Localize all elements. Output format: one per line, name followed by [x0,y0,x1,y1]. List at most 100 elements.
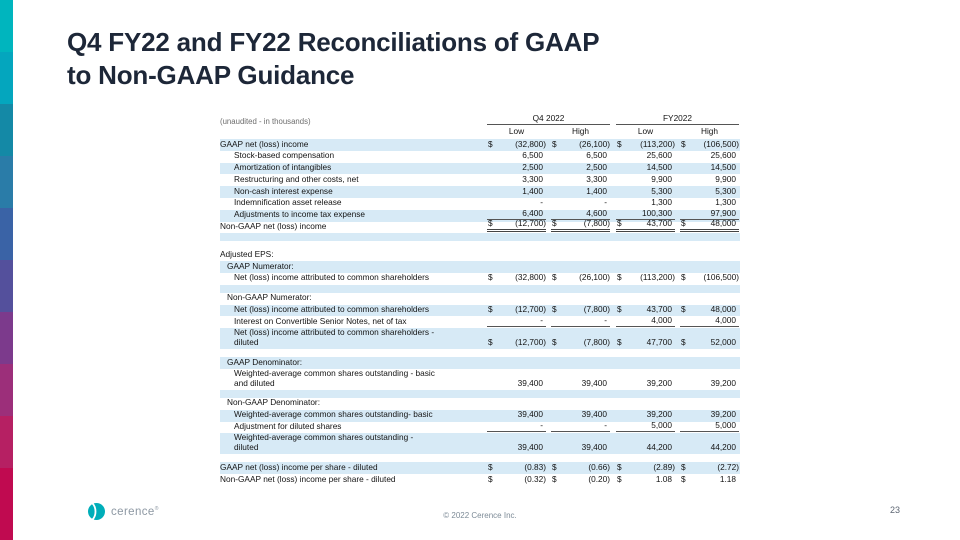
row-label-text-line2: diluted [234,336,259,347]
row-label-text: Indemnification asset release [234,197,342,208]
cell-value: 4,600 [586,208,607,219]
value-cell: 1,300 [680,198,739,208]
value-cell: $ (26,100) [551,139,610,150]
sidebar-color-block [0,52,13,104]
value-cell: 4,000 [680,315,739,327]
cell-value: 3,300 [586,173,607,184]
cell-value: (0.83) [524,461,546,472]
currency-sign [551,187,552,197]
table-blank-row [220,241,740,249]
currency-sign [616,187,617,197]
row-label-text: Net (loss) income attributed to common s… [234,304,430,315]
value-cell: $52,000 [680,337,739,348]
cell-value: - [604,420,607,431]
currency-sign [616,379,617,389]
cell-value: (2.89) [653,461,675,472]
column-group-q4: Q4 2022 [487,113,610,125]
cell-value: (12,700) [515,218,546,229]
table-row: Weighted-average common shares outstandi… [220,368,740,390]
cell-value: 25,600 [710,150,736,161]
sidebar-color-block [0,416,13,468]
table-row: Adjusted EPS: [220,249,740,261]
currency-sign [551,443,552,453]
cell-value: 3,300 [522,173,543,184]
value-cell: 44,200 [680,442,739,453]
table-row: Non-cash interest expense 1,400 1,400 5,300… [220,186,740,198]
page-title: Q4 FY22 and FY22 Reconciliations of GAAP… [67,26,600,91]
value-cell: $ (106,500) [680,273,739,283]
row-label: Non-GAAP net (loss) income [220,221,487,232]
row-label-text: Net (loss) income attributed to common s… [234,272,430,283]
table-row: Adjustment for diluted shares - - 5,000 5,00… [220,420,740,434]
column-groups: Q4 2022 FY2022 [487,113,739,125]
table-row: Weighted-average common shares outstandi… [220,409,740,422]
cell-value: 5,000 [651,420,672,431]
value-cell: $ (7,800) [551,304,610,315]
value-cell: - [551,420,610,432]
value-cell: 3,300 [487,173,546,185]
row-label-text: Restructuring and other costs, net [234,173,359,184]
table-row: Weighted-average common shares outstandi… [220,432,740,455]
value-cell: $ (12,700) [487,337,546,348]
cell-value: - [604,197,607,208]
value-cell: 39,200 [680,409,739,420]
value-cell: $ (2.72) [680,462,739,473]
value-cell: $ (32,800) [487,138,546,150]
currency-sign: $ [617,138,622,149]
row-label: Indemnification asset release [220,198,487,208]
value-cell: - [551,315,610,327]
currency-sign: $ [552,304,557,315]
value-cell: 6,500 [551,150,610,161]
row-label-text: Interest on Convertible Senior Notes, ne… [234,315,407,326]
subheader-q4-low: Low [508,126,525,136]
currency-sign [551,198,552,208]
currency-sign: $ [552,461,557,472]
value-cell: $1.18 [680,474,739,485]
value-cell: $ (0.32) [487,474,546,485]
cell-value: 14,500 [646,162,672,173]
page-title-line2: to Non-GAAP Guidance [67,59,355,90]
row-label: Weighted-average common shares outstandi… [220,409,487,420]
cell-value: 39,200 [710,409,736,420]
value-cell: $ (26,100) [551,273,610,283]
row-label: Amortization of intangibles [220,162,487,173]
row-label-text: Adjustment for diluted shares [234,421,342,432]
value-cell: 39,400 [487,442,546,453]
footer-copyright: © 2022 Cerence Inc. [443,511,517,520]
value-cell: 39,200 [616,409,675,420]
value-cell: 44,200 [616,442,675,453]
row-label-text: Non-cash interest expense [234,185,333,196]
currency-sign: $ [617,461,622,472]
currency-sign [551,410,552,420]
currency-sign [616,316,617,326]
cerence-wordmark: cerence® [111,505,159,518]
value-cell: $ (12,700) [487,218,546,232]
cell-value: 44,200 [646,442,672,453]
value-cell: $47,700 [616,336,675,348]
currency-sign [551,316,552,326]
currency-sign: $ [488,138,493,149]
page-title-line1: Q4 FY22 and FY22 Reconciliations of GAAP [67,27,600,57]
currency-sign: $ [552,218,557,229]
currency-sign: $ [617,336,622,347]
value-cell: 2,500 [551,162,610,173]
cell-value: - [540,314,543,325]
row-label: Weighted-average common shares outstandi… [220,368,487,389]
column-group-fy: FY2022 [616,113,739,125]
cell-value: (113,200) [640,272,675,283]
cell-value: 43,700 [646,304,672,315]
row-label-text: Weighted-average common shares outstandi… [234,432,414,443]
row-label-text: Non-GAAP Numerator: [227,292,312,303]
cell-value: 97,900 [710,208,736,219]
table-row: GAAP Denominator: [220,357,740,369]
cell-value: (106,500) [703,138,739,149]
cell-value: 2,500 [586,162,607,173]
currency-sign [551,151,552,161]
row-label: Adjustment for diluted shares [220,421,487,432]
table-row: Non-GAAP net (loss) income per share - d… [220,474,740,486]
currency-sign [487,379,488,389]
row-label: Adjusted EPS: [220,249,487,260]
row-label: Adjustments to income tax expense [220,209,487,220]
cell-value: (7,800) [583,304,610,315]
value-cell: 6,400 [487,208,546,221]
